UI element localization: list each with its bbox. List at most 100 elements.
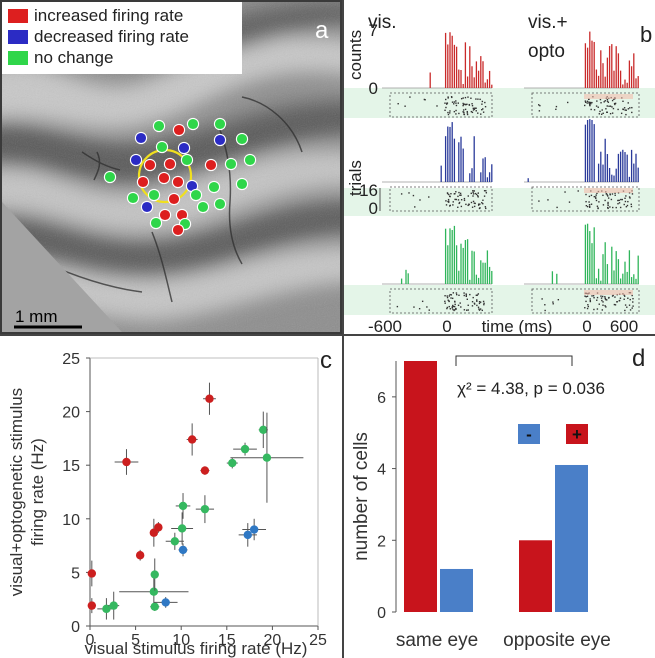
raster-spike <box>557 298 560 301</box>
raster-spike <box>595 194 597 196</box>
raster-spike <box>482 199 484 201</box>
raster-spike <box>465 295 467 298</box>
raster-spike <box>568 201 571 203</box>
raster-spike <box>454 300 456 303</box>
raster-spike <box>470 201 473 204</box>
raster-spike <box>481 108 483 111</box>
raster-box <box>531 186 640 212</box>
raster-spike <box>428 309 430 311</box>
raster-spike <box>552 301 554 303</box>
x-tick-label: 10 <box>172 632 190 649</box>
raster-spike <box>458 201 461 204</box>
raster-spike <box>598 201 600 203</box>
raster-spike <box>424 99 426 101</box>
raster-spike <box>587 304 589 306</box>
raster-spike <box>397 103 399 105</box>
raster-spike <box>590 203 593 205</box>
raster-spike <box>447 299 449 301</box>
raster-spike <box>457 199 460 201</box>
vertical-divider <box>342 0 344 658</box>
raster-spike <box>629 197 631 199</box>
cell-marker-no_change <box>235 132 249 146</box>
raster-spike <box>458 294 460 297</box>
raster-spike <box>462 109 465 111</box>
y-tick-label: 6 <box>377 390 386 407</box>
raster-spike <box>614 296 616 298</box>
raster-spike <box>605 193 608 195</box>
raster-spike <box>477 293 480 295</box>
horizontal-divider <box>0 334 655 336</box>
raster-spike <box>449 204 452 207</box>
raster-spike <box>584 101 587 103</box>
raster-spike <box>459 192 462 195</box>
raster-spike <box>451 297 454 300</box>
raster-spike <box>444 102 446 104</box>
raster-spike <box>588 201 590 203</box>
legend-symbol-text: + <box>572 425 582 444</box>
raster-spike <box>454 308 456 311</box>
raster-spike <box>451 306 453 308</box>
raster-spike <box>472 195 474 197</box>
raster-spike <box>627 297 629 299</box>
raster-spike <box>586 307 589 310</box>
raster-spike <box>460 97 463 100</box>
raster-spike <box>482 300 485 303</box>
raster-spike <box>586 100 589 103</box>
raster-spike <box>412 194 415 197</box>
raster-spike <box>450 96 453 98</box>
raster-spike <box>477 204 480 206</box>
raster-spike <box>596 100 598 102</box>
raster-spike <box>466 112 469 114</box>
raster-spike <box>607 195 609 197</box>
raster-spike <box>588 98 590 100</box>
y-axis-label-line2: firing rate (Hz) <box>28 438 47 546</box>
raster-spike <box>623 294 625 296</box>
cell-marker-no_change <box>152 119 166 133</box>
raster-spike <box>593 195 596 198</box>
y-tick-label: 20 <box>62 405 80 422</box>
scatter-point <box>149 587 159 596</box>
raster-spike <box>586 295 589 298</box>
x-tick: -600 <box>368 317 402 334</box>
raster-spike <box>396 305 399 308</box>
raster-spike <box>624 295 626 297</box>
x-tick: 600 <box>610 317 638 334</box>
raster-spike <box>482 202 484 205</box>
raster-spike <box>465 293 467 295</box>
raster-spike <box>608 105 610 107</box>
raster-spike <box>471 300 474 303</box>
raster-spike <box>555 108 557 111</box>
raster-spike <box>629 309 632 311</box>
raster-spike <box>589 104 591 106</box>
raster-spike <box>596 299 598 301</box>
raster-spike <box>625 206 628 208</box>
raster-spike <box>627 108 630 110</box>
raster-spike <box>452 204 454 206</box>
raster-spike <box>584 104 586 107</box>
raster-spike <box>475 98 477 100</box>
raster-spike <box>471 111 474 114</box>
raster-spike <box>479 207 481 209</box>
raster-spike <box>444 300 446 303</box>
raster-spike <box>457 195 459 198</box>
raster-spike <box>448 305 450 308</box>
y-axis-label-line1: visual+optogenetic stimulus <box>7 388 26 596</box>
raster-spike <box>457 102 459 104</box>
raster-spike <box>593 297 595 299</box>
raster-spike <box>470 97 472 99</box>
legend-box: increased firing rate decreased firing r… <box>2 2 242 74</box>
raster-spike <box>619 297 622 299</box>
raster-spike <box>614 103 616 106</box>
cell-marker-no_change <box>207 180 221 194</box>
raster-spike <box>446 295 448 297</box>
raster-spike <box>452 304 454 307</box>
bar <box>555 464 588 612</box>
raster-spike <box>585 300 587 303</box>
raster-spike <box>458 202 460 205</box>
opto-stimulus-bar <box>584 188 633 193</box>
scatter-point <box>178 545 188 555</box>
y-tick-label: 4 <box>377 462 386 479</box>
raster-spike <box>585 193 587 196</box>
raster-spike <box>464 96 467 99</box>
raster-spike <box>466 103 468 105</box>
